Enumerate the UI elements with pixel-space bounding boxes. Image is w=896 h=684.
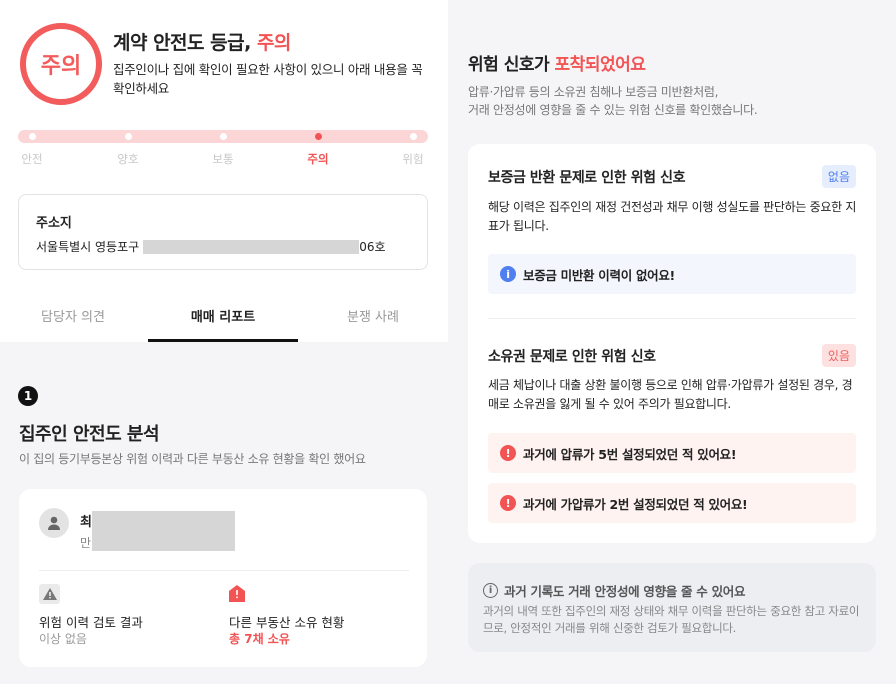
risk-history-label: 위험 이력 검토 결과 xyxy=(39,615,143,630)
address-value: 서울특별시 영등포구 06호 xyxy=(36,238,386,255)
risk-title-highlight: 포착되었어요 xyxy=(554,55,646,75)
history-notice: i 과거 기록도 거래 안정성에 영향을 줄 수 있어요 과거의 내역 또한 집… xyxy=(468,563,876,652)
level-label: 양호 xyxy=(117,152,139,166)
level-label: 보통 xyxy=(212,152,234,166)
ownership-status-badge: 있음 xyxy=(821,344,856,367)
owner-redacted xyxy=(92,511,235,551)
landlord-card: 최 만 위험 이력 검토 결과 이상 없음 다른 부동산 소유 현황 총 7채 … xyxy=(19,489,427,667)
provisional-seizure-alert: ! 과거에 가압류가 2번 설정되었던 적 있어요! xyxy=(488,483,856,523)
grade-badge: 주의 xyxy=(20,23,102,105)
grade-progress-bar xyxy=(18,130,428,143)
risk-history-value: 이상 없음 xyxy=(39,632,87,646)
owner-name: 최 xyxy=(80,515,92,530)
other-property-value: 총 7채 소유 xyxy=(229,632,290,646)
seizure-alert-text: 과거에 압류가 5번 설정되었던 적 있어요! xyxy=(523,446,737,462)
info-outline-icon: i xyxy=(483,583,498,598)
risk-signals-card: 보증금 반환 문제로 인한 위험 신호 없음 해당 이력은 집주인의 재정 건전… xyxy=(468,144,876,543)
divider xyxy=(488,318,856,319)
divider xyxy=(39,570,409,571)
level-label: 주의 xyxy=(307,152,329,166)
progress-dot xyxy=(28,133,36,140)
deposit-signal-desc: 해당 이력은 집주인의 재정 건전성과 채무 이행 성실도를 판단하는 중요한 … xyxy=(488,200,857,233)
risk-title-prefix: 위험 신호가 xyxy=(468,55,555,75)
warning-icon xyxy=(39,584,60,604)
progress-dot xyxy=(409,133,417,140)
history-notice-desc: 과거의 내역 또한 집주인의 재정 상태와 채무 이력을 판단하는 중요한 참고… xyxy=(483,604,860,635)
progress-dot xyxy=(219,133,227,140)
progress-dot xyxy=(124,133,132,140)
risk-subtitle: 압류·가압류 등의 소유권 침해나 보증금 미반환처럼, 거래 안정성에 영향을 … xyxy=(468,83,758,119)
deposit-signal-title: 보증금 반환 문제로 인한 위험 신호 xyxy=(488,170,686,186)
other-property-label: 다른 부동산 소유 현황 xyxy=(229,615,345,630)
tab-agent-opinion[interactable]: 담당자 의견 xyxy=(41,310,105,325)
deposit-notice-text: 보증금 미반환 이력이 없어요! xyxy=(523,267,675,283)
provisional-seizure-alert-text: 과거에 가압류가 2번 설정되었던 적 있어요! xyxy=(523,496,748,512)
address-suffix: 06호 xyxy=(359,240,386,254)
info-icon: i xyxy=(500,266,516,282)
history-notice-title: i 과거 기록도 거래 안정성에 영향을 줄 수 있어요 xyxy=(483,581,745,600)
risk-subtitle-line1: 압류·가압류 등의 소유권 침해나 보증금 미반환처럼, xyxy=(468,85,719,99)
progress-dot xyxy=(314,133,322,140)
section-number-badge: 1 xyxy=(18,386,38,406)
level-label: 위험 xyxy=(402,152,424,166)
house-alert-icon xyxy=(229,585,245,606)
level-label: 안전 xyxy=(21,152,43,166)
address-prefix: 서울특별시 영등포구 xyxy=(36,240,140,254)
ownership-signal-desc: 세금 체납이나 대출 상환 불이행 등으로 인해 압류·가압류가 설정된 경우,… xyxy=(488,378,853,411)
person-icon xyxy=(48,516,60,530)
section-subtitle: 이 집의 등기부등본상 위험 이력과 다른 부동산 소유 현황을 확인 했어요 xyxy=(19,452,366,466)
risk-subtitle-line2: 거래 안정성에 영향을 줄 수 있는 위험 신호를 확인했습니다. xyxy=(468,103,758,117)
alert-icon: ! xyxy=(500,495,516,511)
avatar xyxy=(39,508,69,538)
deposit-notice: i 보증금 미반환 이력이 없어요! xyxy=(488,254,856,294)
owner-sub: 만 xyxy=(80,536,92,550)
history-notice-title-text: 과거 기록도 거래 안정성에 영향을 줄 수 있어요 xyxy=(504,584,746,599)
grade-badge-label: 주의 xyxy=(40,54,82,79)
grade-title-prefix: 계약 안전도 등급, xyxy=(113,32,257,54)
address-label: 주소지 xyxy=(36,216,72,231)
grade-title-value: 주의 xyxy=(256,32,291,54)
grade-subtitle: 집주인이나 집에 확인이 필요한 사항이 있으니 아래 내용을 꼭 확인하세요 xyxy=(113,62,423,96)
tab-sales-report[interactable]: 매매 리포트 xyxy=(190,310,256,325)
seizure-alert: ! 과거에 압류가 5번 설정되었던 적 있어요! xyxy=(488,433,856,473)
risk-title: 위험 신호가 포착되었어요 xyxy=(468,50,646,75)
address-redacted xyxy=(143,239,360,254)
section-title: 집주인 안전도 분석 xyxy=(19,424,160,445)
deposit-status-badge: 없음 xyxy=(821,165,856,188)
ownership-signal-title: 소유권 문제로 인한 위험 신호 xyxy=(488,349,656,365)
address-card: 주소지 서울특별시 영등포구 06호 xyxy=(18,194,428,270)
active-tab-indicator xyxy=(148,339,298,342)
tab-dispute-cases[interactable]: 분쟁 사례 xyxy=(347,310,399,325)
grade-title: 계약 안전도 등급, 주의 xyxy=(113,28,291,55)
alert-icon: ! xyxy=(500,445,516,461)
